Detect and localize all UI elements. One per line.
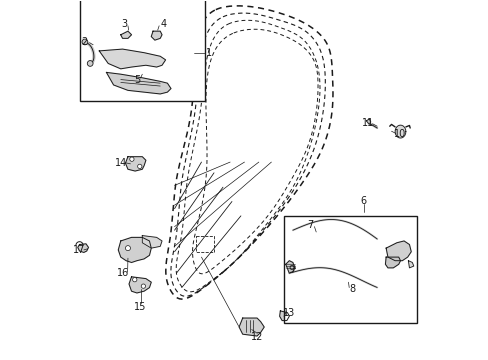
Circle shape [129,157,134,161]
Polygon shape [118,237,151,262]
Polygon shape [407,261,413,268]
Circle shape [137,164,142,168]
Polygon shape [366,119,370,125]
Polygon shape [151,31,162,40]
Text: 12: 12 [250,332,263,342]
Text: 17: 17 [73,245,85,255]
Polygon shape [279,311,289,320]
Text: 4: 4 [160,19,166,29]
Text: 1: 1 [205,48,211,58]
Polygon shape [121,31,131,39]
Polygon shape [239,318,264,336]
Text: 9: 9 [287,265,294,275]
Bar [284,216,416,323]
Bar [80,0,204,101]
Polygon shape [78,244,88,252]
Text: 15: 15 [134,302,146,312]
Text: 2: 2 [81,37,87,46]
Text: 16: 16 [117,268,129,278]
Text: 10: 10 [393,129,406,139]
Polygon shape [385,257,400,268]
Polygon shape [125,157,145,171]
Circle shape [87,60,93,66]
Polygon shape [386,241,410,261]
Polygon shape [142,235,162,248]
Circle shape [132,278,137,282]
Polygon shape [129,277,151,293]
Circle shape [82,39,88,45]
Text: 14: 14 [114,158,127,168]
Text: 3: 3 [121,19,127,29]
Polygon shape [285,261,294,273]
Polygon shape [394,125,405,138]
Text: 13: 13 [283,309,295,318]
Text: 11: 11 [361,118,374,128]
Text: 8: 8 [348,284,354,294]
Text: 7: 7 [306,220,313,230]
Text: 5: 5 [134,75,140,85]
Circle shape [125,246,130,251]
Polygon shape [99,49,165,69]
Circle shape [141,284,145,288]
Text: 6: 6 [360,196,366,206]
Polygon shape [106,72,171,94]
